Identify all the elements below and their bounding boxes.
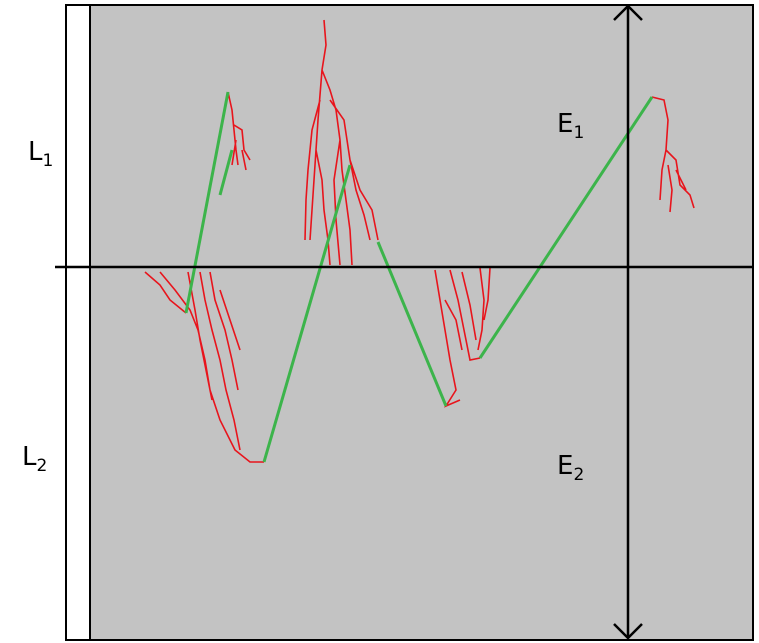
diagram: L1 L2 E1 E2: [0, 0, 759, 643]
label-sub: 2: [37, 456, 48, 476]
label-text: E: [557, 451, 573, 481]
label-sub: 2: [573, 465, 584, 485]
label-sub: 1: [43, 151, 54, 171]
label-text: L: [28, 137, 43, 167]
label-text: E: [557, 109, 573, 139]
layer-bar: [66, 5, 90, 640]
label: L2: [22, 442, 47, 476]
label-sub: 1: [573, 123, 584, 143]
label-text: L: [22, 442, 37, 472]
label: L1: [28, 137, 53, 171]
soil-area: [90, 5, 753, 640]
